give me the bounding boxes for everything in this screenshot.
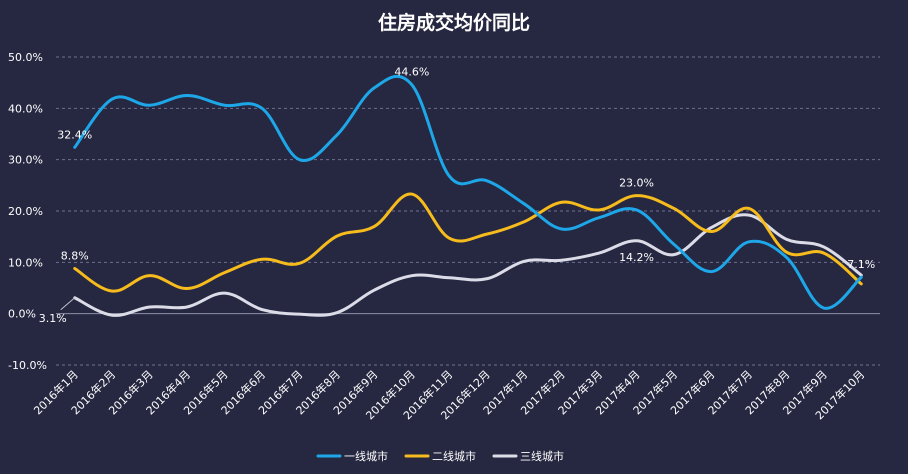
y-tick-label: 50.0% — [8, 51, 43, 64]
chart-title: 住房成交均价同比 — [377, 12, 530, 34]
data-label: 3.1% — [39, 312, 67, 325]
data-label: 7.1% — [847, 258, 875, 271]
series-line-3 — [73, 213, 863, 317]
data-labels: 32.4% 44.6% 7.1% 8.8% 23.0% 3.1% 14.2% — [39, 66, 875, 325]
legend-label: 三线城市 — [520, 449, 564, 463]
y-tick-label: 0.0% — [8, 308, 36, 321]
legend: 一线城市 二线城市 三线城市 — [316, 449, 564, 463]
data-label: 23.0% — [619, 177, 654, 190]
y-tick-label: -10.0% — [8, 359, 47, 372]
x-axis-ticks: 2016年1月2016年2月2016年3月2016年4月2016年5月2016年… — [31, 367, 868, 422]
data-label: 8.8% — [61, 249, 89, 262]
gridlines — [56, 56, 880, 366]
y-axis-ticks: 50.0% 40.0% 30.0% 20.0% 10.0% 0.0% -10.0% — [8, 51, 47, 372]
data-label: 32.4% — [57, 128, 92, 141]
y-tick-label: 40.0% — [8, 102, 43, 115]
series-lines — [73, 74, 863, 317]
data-label: 44.6% — [394, 66, 429, 79]
series-line-1 — [73, 74, 863, 310]
y-tick-label: 30.0% — [8, 154, 43, 167]
y-tick-label: 20.0% — [8, 205, 43, 218]
data-label: 14.2% — [619, 251, 654, 264]
legend-label: 一线城市 — [344, 449, 388, 463]
y-tick-label: 10.0% — [8, 256, 43, 269]
callout-line — [60, 297, 76, 311]
legend-label: 二线城市 — [432, 449, 476, 463]
series-line-2 — [73, 192, 863, 293]
